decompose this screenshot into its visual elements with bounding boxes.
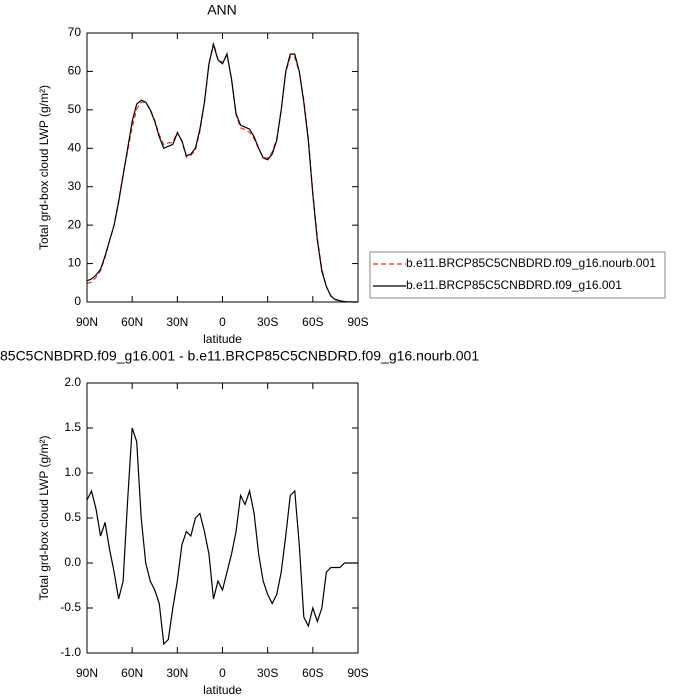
plot-frame xyxy=(86,32,359,303)
legend-box xyxy=(369,251,666,299)
x-tick-label: 60N xyxy=(121,666,143,680)
y-tick-label: 50 xyxy=(68,102,82,116)
y-tick-label: 30 xyxy=(68,179,82,193)
y-tick-label: 0 xyxy=(74,294,81,308)
y-tick-label: 1.5 xyxy=(64,420,81,434)
y-tick-label: 2.0 xyxy=(64,375,81,389)
y-tick-label: 0.0 xyxy=(64,555,81,569)
y-tick-label: -0.5 xyxy=(60,600,81,614)
y-axis-label: Total grd-box cloud LWP (g/m²) xyxy=(37,436,51,601)
x-tick-label: 90S xyxy=(347,666,368,680)
y-tick-label: 1.0 xyxy=(64,465,81,479)
y-axis-label: Total grd-box cloud LWP (g/m²) xyxy=(37,85,51,250)
x-tick-label: 60N xyxy=(121,315,143,329)
y-tick-label: 40 xyxy=(68,140,82,154)
series-line xyxy=(86,42,358,303)
x-axis-label: latitude xyxy=(203,683,242,697)
y-tick-label: 0.5 xyxy=(64,510,81,524)
chart-title: ANN xyxy=(207,2,237,18)
y-tick-label: -1.0 xyxy=(60,645,81,659)
x-tick-label: 90N xyxy=(76,666,98,680)
series-line xyxy=(86,42,358,303)
x-tick-label: 90N xyxy=(76,315,98,329)
y-tick-label: 20 xyxy=(68,217,82,231)
x-tick-label: 0 xyxy=(219,666,226,680)
y-tick-label: 60 xyxy=(68,64,82,78)
x-tick-label: 30N xyxy=(166,666,188,680)
x-tick-label: 60S xyxy=(302,315,323,329)
x-tick-label: 0 xyxy=(219,315,226,329)
x-tick-label: 30S xyxy=(257,315,278,329)
x-tick-label: 90S xyxy=(347,315,368,329)
series-line xyxy=(86,427,358,646)
x-tick-label: 60S xyxy=(302,666,323,680)
legend-label: b.e11.BRCP85C5CNBDRD.f09_g16.nourb.001 xyxy=(406,256,656,270)
y-tick-label: 70 xyxy=(68,25,82,39)
x-tick-label: 30N xyxy=(166,315,188,329)
chart-title: 85C5CNBDRD.f09_g16.001 - b.e11.BRCP85C5C… xyxy=(0,348,479,364)
plot-frame xyxy=(86,382,359,654)
x-axis-label: latitude xyxy=(203,332,242,346)
y-tick-label: 10 xyxy=(68,256,82,270)
legend-label: b.e11.BRCP85C5CNBDRD.f09_g16.001 xyxy=(406,278,622,292)
x-tick-label: 30S xyxy=(257,666,278,680)
